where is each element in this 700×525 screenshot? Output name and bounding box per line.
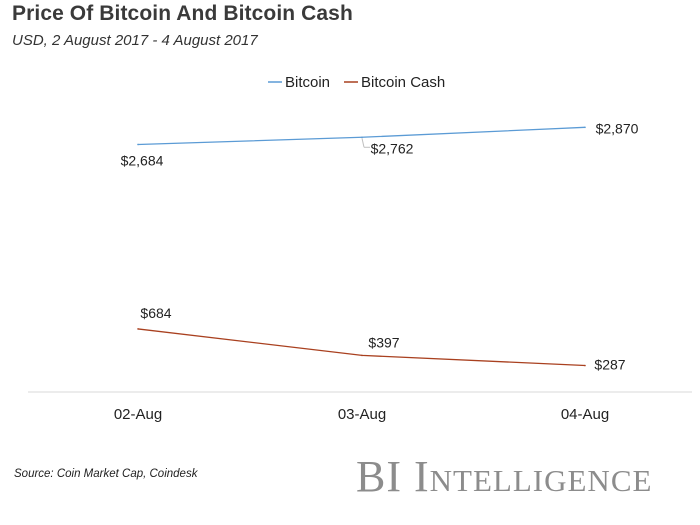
x-tick-label: 03-Aug xyxy=(338,406,386,423)
data-label: $2,684 xyxy=(121,152,164,168)
data-label: $2,870 xyxy=(596,120,639,136)
source-note: Source: Coin Market Cap, Coindesk xyxy=(14,468,198,480)
x-tick-label: 04-Aug xyxy=(561,406,609,423)
series-line-bitcoin xyxy=(137,126,586,146)
data-point xyxy=(584,364,586,367)
data-label: $397 xyxy=(368,334,399,350)
data-label: $684 xyxy=(140,305,171,321)
data-label: $287 xyxy=(594,357,625,373)
data-point xyxy=(137,328,139,330)
chart-title: Price Of Bitcoin And Bitcoin Cash xyxy=(12,2,353,25)
chart-subtitle: USD, 2 August 2017 - 4 August 2017 xyxy=(12,32,258,49)
legend-label: Bitcoin Cash xyxy=(361,74,445,91)
data-point xyxy=(361,136,363,139)
x-tick-label: 02-Aug xyxy=(114,406,162,423)
series-line-bitcoin-cash xyxy=(137,328,586,367)
data-label: $2,762 xyxy=(371,140,414,156)
label-leader-line xyxy=(361,138,365,148)
data-point xyxy=(584,126,586,129)
legend-label: Bitcoin xyxy=(285,74,330,91)
brand-logo: BI Intelligence xyxy=(356,452,653,501)
data-point xyxy=(137,143,139,146)
data-point xyxy=(361,354,363,357)
